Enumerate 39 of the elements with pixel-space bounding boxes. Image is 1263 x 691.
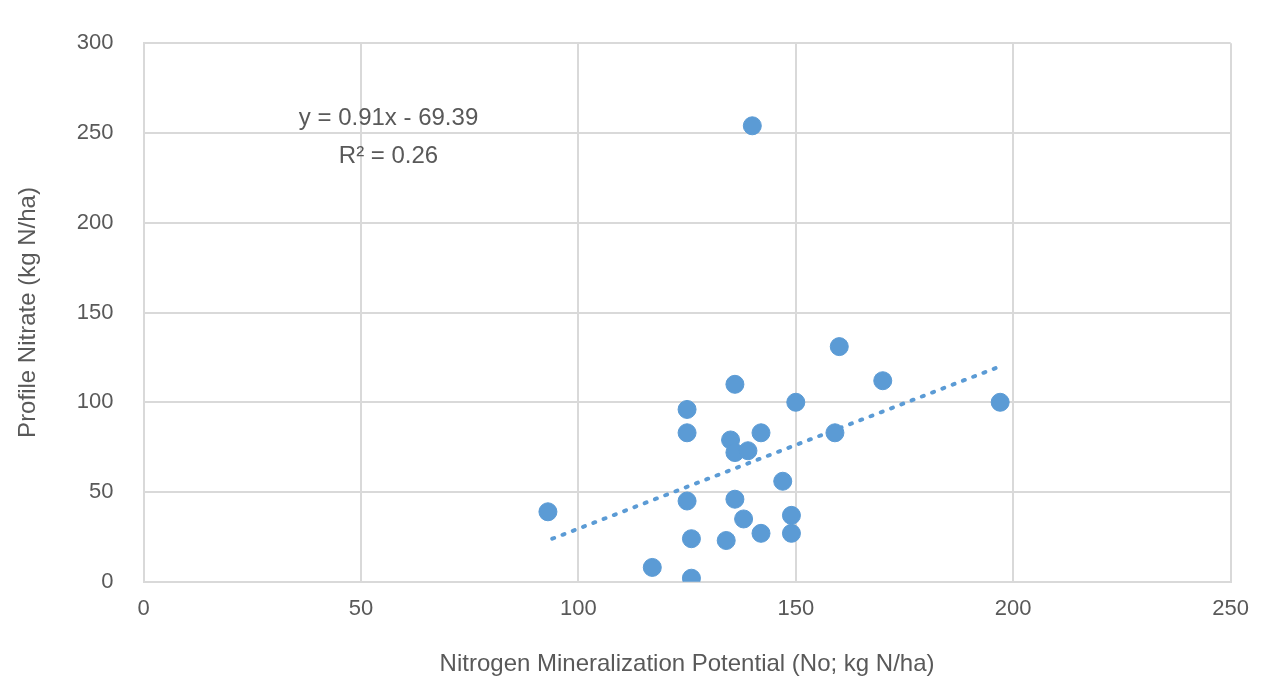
point [716, 531, 736, 551]
y-tick-label: 300 [76, 29, 114, 55]
point [725, 489, 745, 509]
y-tick-label: 50 [89, 478, 114, 504]
x-tick-label: 200 [994, 595, 1032, 621]
point [751, 523, 771, 543]
point [781, 523, 801, 543]
y-tick-label: 150 [76, 298, 114, 324]
y-axis-title: Profile Nitrate (kg N/ha) [13, 187, 41, 438]
point [786, 392, 806, 412]
y-tick-label: 100 [76, 388, 114, 414]
point [681, 529, 701, 549]
point [677, 399, 697, 419]
point [734, 509, 754, 529]
y-tick-label: 200 [76, 208, 114, 234]
point [677, 491, 697, 511]
y-tick-label: 0 [101, 567, 114, 593]
x-tick-label: 0 [137, 595, 150, 621]
y-tick-label: 250 [76, 119, 114, 145]
point [538, 502, 558, 522]
point [825, 423, 845, 443]
annotation: y = 0.91x - 69.39 [298, 102, 479, 130]
point [738, 441, 758, 461]
point [873, 371, 893, 391]
point [642, 557, 662, 577]
point [742, 116, 762, 136]
x-tick-label: 250 [1212, 595, 1250, 621]
point [725, 374, 745, 394]
x-axis-title: Nitrogen Mineralization Potential (No; kg N/ha) [439, 649, 935, 677]
point [751, 423, 771, 443]
point [773, 471, 793, 491]
annotation: R² = 0.26 [338, 140, 439, 168]
point [677, 423, 697, 443]
point [829, 337, 849, 357]
x-tick-label: 50 [348, 595, 374, 621]
point [990, 392, 1010, 412]
point [781, 505, 801, 525]
x-tick-label: 100 [560, 595, 597, 621]
x-tick-label: 150 [777, 595, 815, 621]
